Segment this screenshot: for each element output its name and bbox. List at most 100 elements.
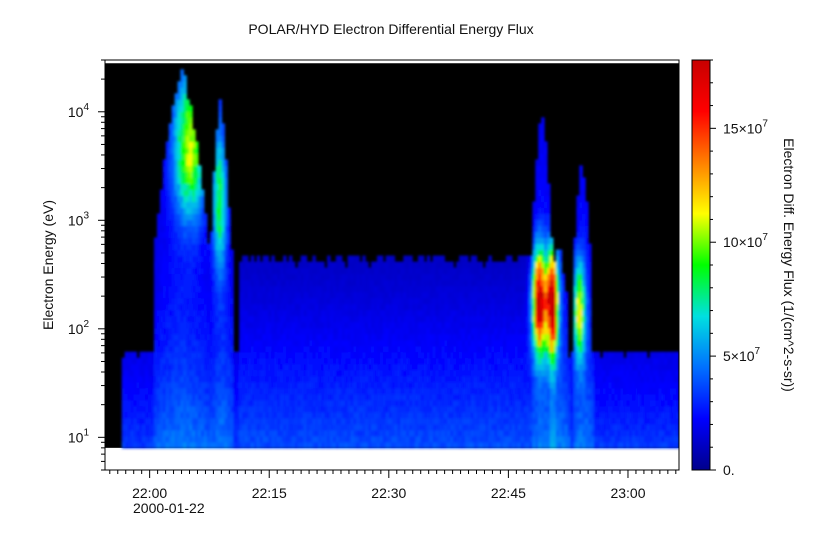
spectrogram-cell <box>453 321 457 329</box>
spectrogram-cell <box>473 441 478 449</box>
spectrogram-cell <box>230 339 234 347</box>
spectrogram-cell <box>538 213 542 221</box>
spectrogram-cell <box>280 315 284 323</box>
spectrogram-cell <box>186 207 190 215</box>
spectrogram-cell <box>514 375 519 383</box>
spectrogram-cell <box>432 417 437 425</box>
spectrogram-cell <box>236 387 240 395</box>
spectrogram-cell <box>324 429 328 437</box>
spectrogram-cell <box>456 351 460 359</box>
spectrogram-cell <box>195 207 199 215</box>
spectrogram-cell <box>271 369 275 377</box>
spectrogram-cell <box>168 303 173 311</box>
spectrogram-cell <box>215 279 220 287</box>
spectrogram-cell <box>221 327 225 335</box>
spectrogram-cell <box>535 399 539 407</box>
spectrogram-cell <box>379 435 384 443</box>
spectrogram-cell <box>338 363 343 371</box>
spectrogram-cell <box>265 327 269 335</box>
spectrogram-cell <box>189 255 193 263</box>
spectrogram-cell <box>394 411 399 419</box>
spectrogram-cell <box>353 435 357 443</box>
spectrogram-cell <box>250 375 255 383</box>
spectrogram-cell <box>494 435 498 443</box>
spectrogram-cell <box>520 321 525 329</box>
spectrogram-cell <box>505 339 510 347</box>
spectrogram-cell <box>456 345 460 353</box>
spectrogram-cell <box>547 441 551 449</box>
spectrogram-cell <box>180 339 184 347</box>
spectrogram-cell <box>127 357 132 365</box>
spectrogram-cell <box>280 423 284 431</box>
spectrogram-cell <box>280 273 284 281</box>
spectrogram-cell <box>403 363 407 371</box>
spectrogram-cell <box>168 321 173 329</box>
spectrogram-cell <box>456 261 460 269</box>
spectrogram-cell <box>221 405 225 413</box>
spectrogram-cell <box>139 351 143 359</box>
spectrogram-cell <box>291 441 296 449</box>
spectrogram-cell <box>376 327 381 335</box>
spectrogram-cell <box>203 405 208 413</box>
spectrogram-cell <box>508 387 513 395</box>
spectrogram-cell <box>379 327 384 335</box>
spectrogram-cell <box>133 411 137 419</box>
spectrogram-cell <box>541 405 545 413</box>
spectrogram-cell <box>529 303 533 311</box>
spectrogram-cell <box>470 255 475 263</box>
spectrogram-cell <box>344 375 349 383</box>
spectrogram-cell <box>148 405 152 413</box>
spectrogram-cell <box>544 297 548 305</box>
spectrogram-cell <box>186 255 190 263</box>
spectrogram-cell <box>303 423 308 431</box>
spectrogram-cell <box>426 261 431 269</box>
spectrogram-cell <box>494 267 498 275</box>
spectrogram-cell <box>212 369 217 377</box>
spectrogram-cell <box>195 315 199 323</box>
spectrogram-cell <box>165 267 170 275</box>
spectrogram-cell <box>373 285 378 293</box>
spectrogram-cell <box>388 405 393 413</box>
spectrogram-cell <box>535 351 539 359</box>
spectrogram-cell <box>359 351 363 359</box>
spectrogram-cell <box>479 261 484 269</box>
spectrogram-cell <box>450 297 454 305</box>
spectrogram-cell <box>121 363 126 371</box>
spectrogram-cell <box>538 339 542 347</box>
spectrogram-cell <box>388 291 393 299</box>
spectrogram-cell <box>315 339 319 347</box>
spectrogram-cell <box>168 255 173 263</box>
spectrogram-cell <box>159 267 164 275</box>
spectrogram-cell <box>532 381 536 389</box>
spectrogram-cell <box>447 441 451 449</box>
spectrogram-cell <box>151 357 155 365</box>
spectrogram-cell <box>397 417 401 425</box>
spectrogram-cell <box>198 165 202 173</box>
spectrogram-cell <box>426 297 431 305</box>
spectrogram-cell <box>426 285 431 293</box>
spectrogram-cell <box>514 399 519 407</box>
spectrogram-cell <box>303 255 308 263</box>
spectrogram-cell <box>198 207 202 215</box>
spectrogram-cell <box>415 399 419 407</box>
spectrogram-cell <box>318 267 322 275</box>
spectrogram-cell <box>195 261 199 269</box>
spectrogram-cell <box>403 327 407 335</box>
spectrogram-cell <box>206 291 211 299</box>
spectrogram-cell <box>241 399 246 407</box>
spectrogram-cell <box>159 387 164 395</box>
spectrogram-cell <box>479 399 484 407</box>
spectrogram-cell <box>121 375 126 383</box>
spectrogram-cell <box>306 315 311 323</box>
spectrogram-cell <box>291 363 296 371</box>
spectrogram-cell <box>303 261 308 269</box>
spectrogram-cell <box>359 393 363 401</box>
spectrogram-cell <box>379 417 384 425</box>
spectrogram-cell <box>456 339 460 347</box>
spectrogram-cell <box>247 267 252 275</box>
spectrogram-cell <box>186 141 190 148</box>
spectrogram-cell <box>274 297 278 305</box>
spectrogram-cell <box>324 423 328 431</box>
spectrogram-cell <box>420 351 425 359</box>
spectrogram-cell <box>441 297 445 305</box>
